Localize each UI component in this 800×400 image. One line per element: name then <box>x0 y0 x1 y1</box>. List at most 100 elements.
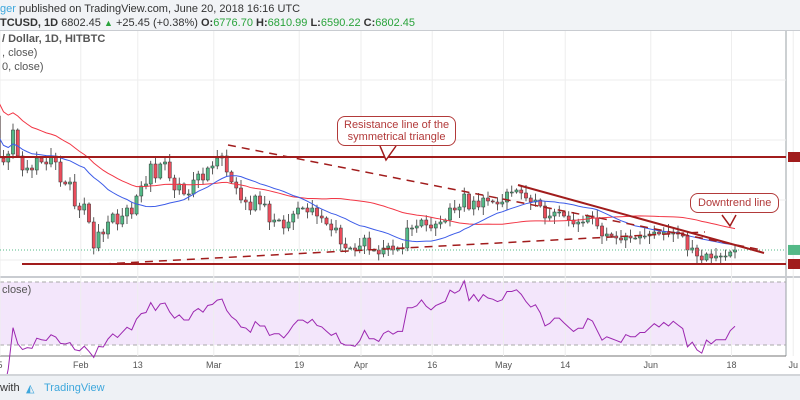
candle-body <box>614 235 619 239</box>
footer-with: with <box>0 382 20 394</box>
price-chart[interactable]: 5 Feb 13 Mar 19 Apr 16 May 14 Jun 18 Ju <box>0 0 800 374</box>
candle-body <box>310 207 315 213</box>
candle-body <box>201 173 205 181</box>
x-tick-label: 13 <box>133 360 143 370</box>
candle-body <box>538 199 543 207</box>
x-tick-label: Jun <box>643 360 658 370</box>
candle-body <box>704 253 709 261</box>
candle-body <box>182 183 186 195</box>
sma-20-line <box>0 138 736 246</box>
candle-body <box>243 199 248 203</box>
candle-body <box>281 219 286 229</box>
x-tick-label: 19 <box>294 360 304 370</box>
candle-body <box>391 245 395 251</box>
candle-body <box>414 225 419 229</box>
tradingview-link[interactable]: TradingView <box>44 382 105 394</box>
candle-body <box>272 219 277 223</box>
candle-body <box>524 192 528 199</box>
triangle-support-line <box>102 231 706 265</box>
downtrend-callout[interactable]: Downtrend line <box>690 193 780 213</box>
candle-body <box>234 181 239 189</box>
candle-body <box>253 195 258 211</box>
candle-body <box>467 193 471 210</box>
candle-body <box>101 231 106 235</box>
candle-body <box>262 203 267 206</box>
resistance-callout[interactable]: Resistance line of the symmetrical trian… <box>337 116 457 146</box>
candle-body <box>728 251 733 257</box>
candle-body <box>167 161 172 179</box>
candle-body <box>495 201 500 205</box>
candle-body <box>139 185 144 197</box>
candle-body <box>20 155 25 171</box>
candle-body <box>15 129 20 157</box>
candle-body <box>267 203 272 223</box>
candle-body <box>509 191 514 194</box>
x-tick-label: Apr <box>354 360 368 370</box>
candle-body <box>405 227 410 249</box>
author-link[interactable]: ger <box>0 3 16 15</box>
candle-body <box>125 207 129 217</box>
candle-body <box>429 224 433 229</box>
candle-body <box>514 189 519 193</box>
candle-body <box>129 207 134 215</box>
candle-body <box>619 237 623 241</box>
candle-body <box>709 253 714 259</box>
chart-header: ger published on TradingView.com, June 2… <box>0 0 800 31</box>
candle-body <box>148 163 153 185</box>
candle-body <box>552 211 557 217</box>
candle-body <box>490 200 495 203</box>
rsi-legend: close) <box>2 284 32 296</box>
candle-body <box>215 157 220 167</box>
callout-pointer <box>721 214 737 228</box>
candle-body <box>186 193 191 196</box>
candle-body <box>134 195 139 215</box>
candle-body <box>376 249 381 255</box>
candle-body <box>82 203 87 211</box>
last-price: 6802.45 <box>61 17 101 29</box>
candle-body <box>191 179 196 195</box>
price-change: +25.45 (+0.38%) <box>115 17 198 29</box>
candle-body <box>338 227 343 245</box>
sma-50-line <box>0 103 736 230</box>
candle-body <box>324 217 329 225</box>
x-tick-label: May <box>495 360 513 370</box>
candle-body <box>562 211 566 217</box>
x-tick-label: Feb <box>73 360 89 370</box>
candle-body <box>638 235 642 239</box>
price-axis-marker <box>788 152 800 162</box>
candle-body <box>695 247 699 257</box>
candle-body <box>87 203 91 223</box>
candle-body <box>34 157 39 171</box>
x-tick-label: 5 <box>0 360 3 370</box>
candle-body <box>315 207 319 217</box>
candle-body <box>277 219 281 222</box>
candle-body <box>343 243 348 249</box>
price-axis-marker <box>788 259 800 269</box>
candle-body <box>448 207 452 221</box>
candle-body <box>457 206 462 211</box>
series-legend: / Dollar, 1D, HITBTC <box>2 33 106 45</box>
candle-body <box>386 245 391 249</box>
high-label: H: <box>256 17 268 29</box>
candle-body <box>471 200 476 210</box>
candle-body <box>44 161 49 165</box>
triangle-resistance-line <box>227 144 763 251</box>
candle-body <box>239 187 243 201</box>
callout-text-1: Resistance line of the <box>344 119 450 131</box>
candle-body <box>106 221 110 235</box>
candle-body <box>163 161 167 165</box>
candle-body <box>115 213 120 225</box>
candle-body <box>25 167 30 171</box>
candle-body <box>576 221 581 225</box>
candle-body <box>291 213 296 223</box>
candle-body <box>210 165 215 169</box>
candle-body <box>153 163 158 179</box>
candle-body <box>58 161 63 183</box>
candle-body <box>367 237 372 251</box>
candle-body <box>30 167 34 171</box>
candle-body <box>63 181 68 185</box>
callout-text-2: symmetrical triangle <box>347 131 446 143</box>
candle-body <box>657 231 661 235</box>
x-tick-label: 18 <box>726 360 736 370</box>
candle-body <box>258 195 262 205</box>
